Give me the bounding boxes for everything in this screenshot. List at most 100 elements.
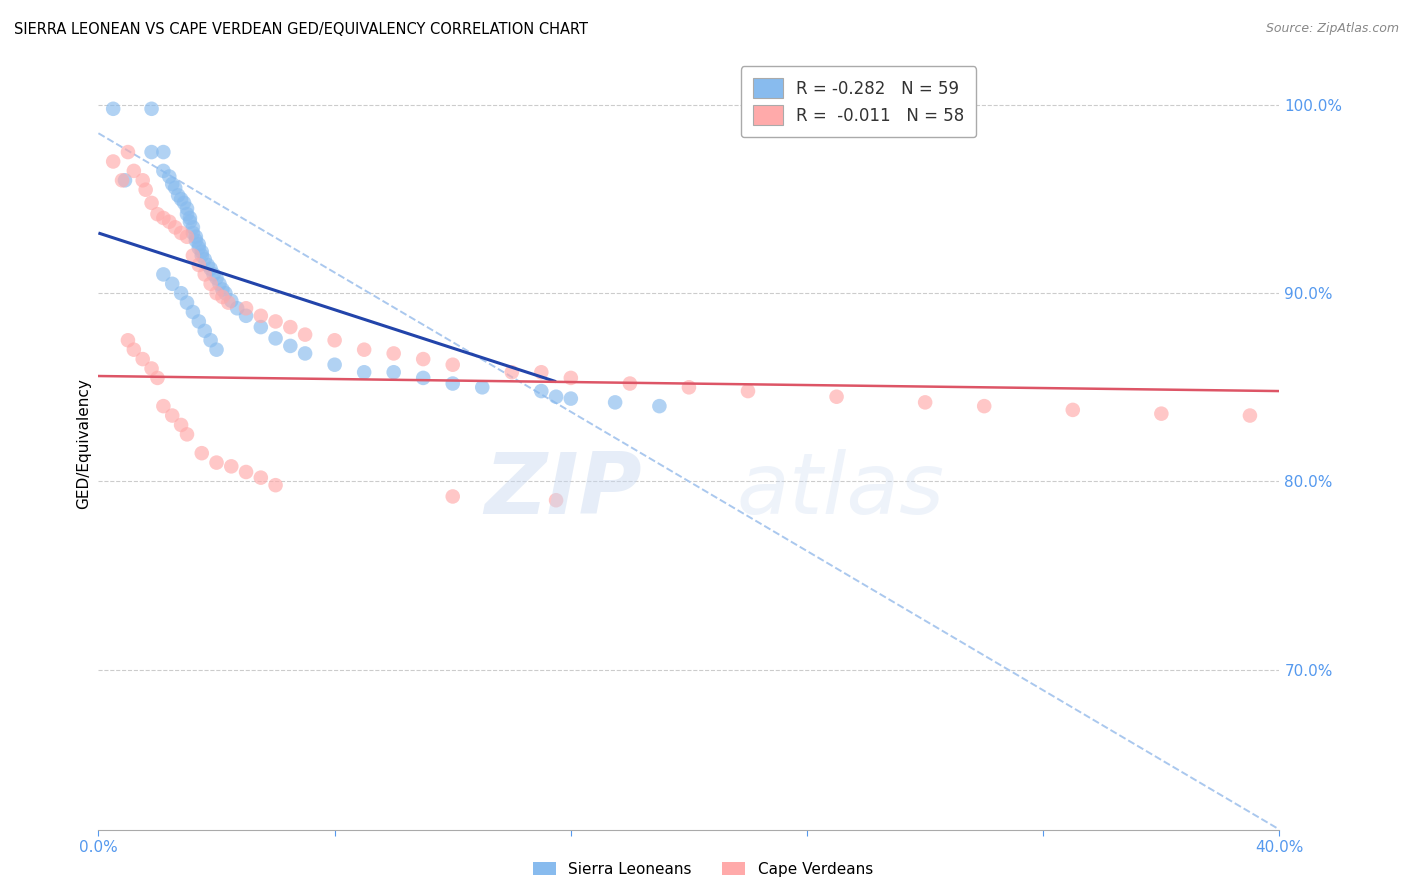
Point xyxy=(323,333,346,347)
Point xyxy=(132,173,155,187)
Point xyxy=(141,361,163,376)
Point xyxy=(187,241,209,255)
Point xyxy=(184,234,207,248)
Text: SIERRA LEONEAN VS CAPE VERDEAN GED/EQUIVALENCY CORRELATION CHART: SIERRA LEONEAN VS CAPE VERDEAN GED/EQUIV… xyxy=(14,22,588,37)
Legend: Sierra Leoneans, Cape Verdeans: Sierra Leoneans, Cape Verdeans xyxy=(526,854,880,884)
Point xyxy=(441,376,464,391)
Point xyxy=(323,358,346,372)
Point xyxy=(412,371,434,385)
Point xyxy=(619,376,641,391)
Point xyxy=(208,277,231,291)
Point xyxy=(973,399,995,413)
Point xyxy=(264,314,287,328)
Point xyxy=(103,154,125,169)
Point xyxy=(280,339,302,353)
Point xyxy=(170,286,193,301)
Point xyxy=(170,192,193,206)
Point xyxy=(191,446,214,460)
Point xyxy=(157,169,180,184)
Point xyxy=(165,181,187,195)
Point xyxy=(217,295,239,310)
Point xyxy=(122,164,145,178)
Point xyxy=(181,305,204,319)
Point xyxy=(205,271,228,285)
Point xyxy=(165,220,187,235)
Point xyxy=(176,229,198,244)
Point xyxy=(221,459,243,474)
Point xyxy=(114,173,136,187)
Point xyxy=(226,301,249,316)
Point xyxy=(152,399,174,413)
Point xyxy=(122,343,145,357)
Point xyxy=(176,427,198,442)
Y-axis label: GED/Equivalency: GED/Equivalency xyxy=(76,378,91,509)
Point xyxy=(141,145,163,159)
Point xyxy=(211,282,233,296)
Point xyxy=(914,395,936,409)
Point xyxy=(441,358,464,372)
Point xyxy=(560,392,582,406)
Point xyxy=(111,173,134,187)
Text: Source: ZipAtlas.com: Source: ZipAtlas.com xyxy=(1265,22,1399,36)
Point xyxy=(737,384,759,398)
Point xyxy=(280,320,302,334)
Point xyxy=(184,229,207,244)
Point xyxy=(162,277,183,291)
Point xyxy=(250,309,273,323)
Point xyxy=(103,102,125,116)
Point xyxy=(152,164,174,178)
Point xyxy=(221,293,243,308)
Point xyxy=(214,286,236,301)
Point xyxy=(135,183,157,197)
Point xyxy=(181,249,204,263)
Point xyxy=(141,102,163,116)
Point xyxy=(146,207,169,221)
Point xyxy=(152,145,174,159)
Point xyxy=(167,188,190,202)
Point xyxy=(181,220,204,235)
Point xyxy=(152,268,174,282)
Point xyxy=(441,490,464,504)
Point xyxy=(157,215,180,229)
Point xyxy=(162,177,183,191)
Point xyxy=(546,493,568,508)
Point xyxy=(187,314,209,328)
Point xyxy=(250,320,273,334)
Point xyxy=(162,409,183,423)
Point xyxy=(235,301,257,316)
Point xyxy=(1062,403,1084,417)
Point xyxy=(471,380,494,394)
Point xyxy=(546,390,568,404)
Point xyxy=(1150,407,1173,421)
Point xyxy=(141,195,163,210)
Point xyxy=(179,211,201,225)
Point xyxy=(117,333,139,347)
Point xyxy=(187,258,209,272)
Point xyxy=(200,333,222,347)
Point xyxy=(202,268,225,282)
Point xyxy=(250,470,273,484)
Point xyxy=(412,352,434,367)
Point xyxy=(176,295,198,310)
Point xyxy=(200,277,222,291)
Point xyxy=(191,244,214,259)
Point xyxy=(176,202,198,216)
Point xyxy=(382,365,405,379)
Point xyxy=(648,399,671,413)
Text: ZIP: ZIP xyxy=(484,449,641,532)
Point xyxy=(235,309,257,323)
Point xyxy=(181,226,204,240)
Point xyxy=(191,249,214,263)
Text: atlas: atlas xyxy=(737,449,945,532)
Point xyxy=(205,456,228,470)
Point xyxy=(197,258,219,272)
Point xyxy=(152,211,174,225)
Point xyxy=(176,207,198,221)
Point xyxy=(530,365,553,379)
Point xyxy=(117,145,139,159)
Point xyxy=(200,261,222,276)
Point xyxy=(132,352,155,367)
Point xyxy=(173,195,195,210)
Point xyxy=(501,365,523,379)
Point xyxy=(353,365,375,379)
